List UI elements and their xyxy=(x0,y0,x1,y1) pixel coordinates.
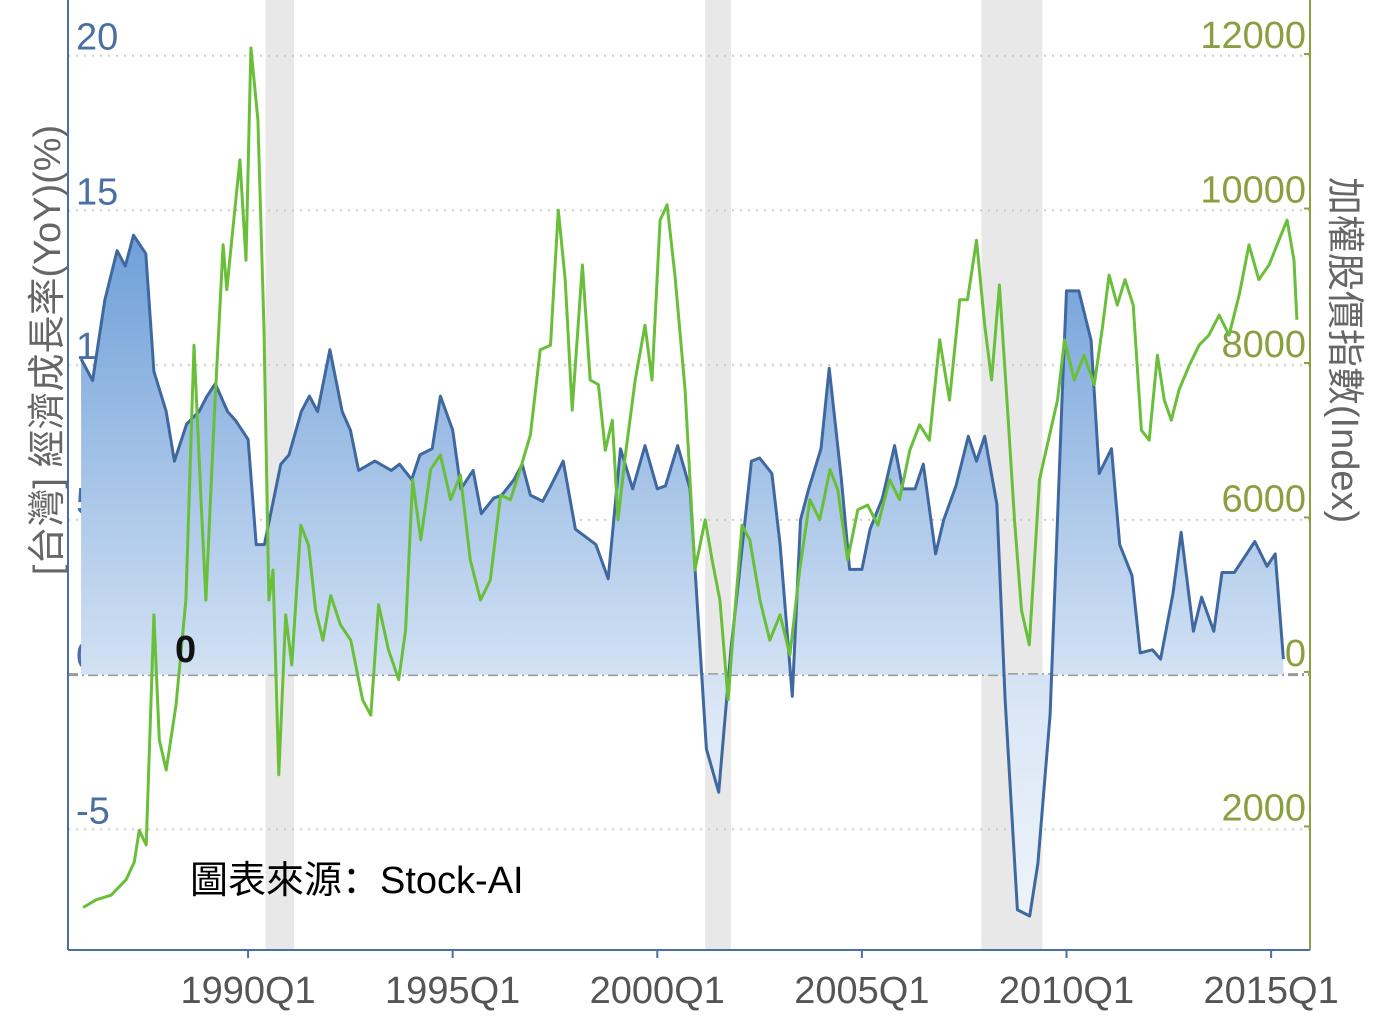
line xyxy=(79,233,1285,918)
y-axis-label: [台灣] 經濟成長率(YoY)(%) xyxy=(27,125,69,575)
y2-tick-label: 10000 xyxy=(1200,170,1306,212)
x-tick-label: 1995Q1 xyxy=(385,970,520,1012)
x-tick-label: 2000Q1 xyxy=(590,970,725,1012)
x-tick-label: 2015Q1 xyxy=(1204,970,1339,1012)
y-tick-label: 15 xyxy=(76,171,118,213)
y-tick-label: 20 xyxy=(76,17,118,59)
y2-tick-label: 6000 xyxy=(1221,478,1306,520)
y2-axis-label: 加權股價指數(Index) xyxy=(1323,177,1365,523)
x-tick-label: 1990Q1 xyxy=(180,970,315,1012)
annotation: 0 xyxy=(175,629,196,671)
y2-tick-label: 2000 xyxy=(1221,787,1306,829)
y2-tick-label: 8000 xyxy=(1221,324,1306,366)
recession-band xyxy=(705,0,731,950)
line xyxy=(82,46,1299,909)
annotation: 圖表來源：Stock-AI xyxy=(190,860,524,902)
x-tick-label: 2010Q1 xyxy=(999,970,1134,1012)
x-tick-label: 2005Q1 xyxy=(794,970,929,1012)
y-tick-label: -5 xyxy=(76,790,110,832)
area xyxy=(81,235,1284,916)
y2-tick-label: 12000 xyxy=(1200,15,1306,57)
